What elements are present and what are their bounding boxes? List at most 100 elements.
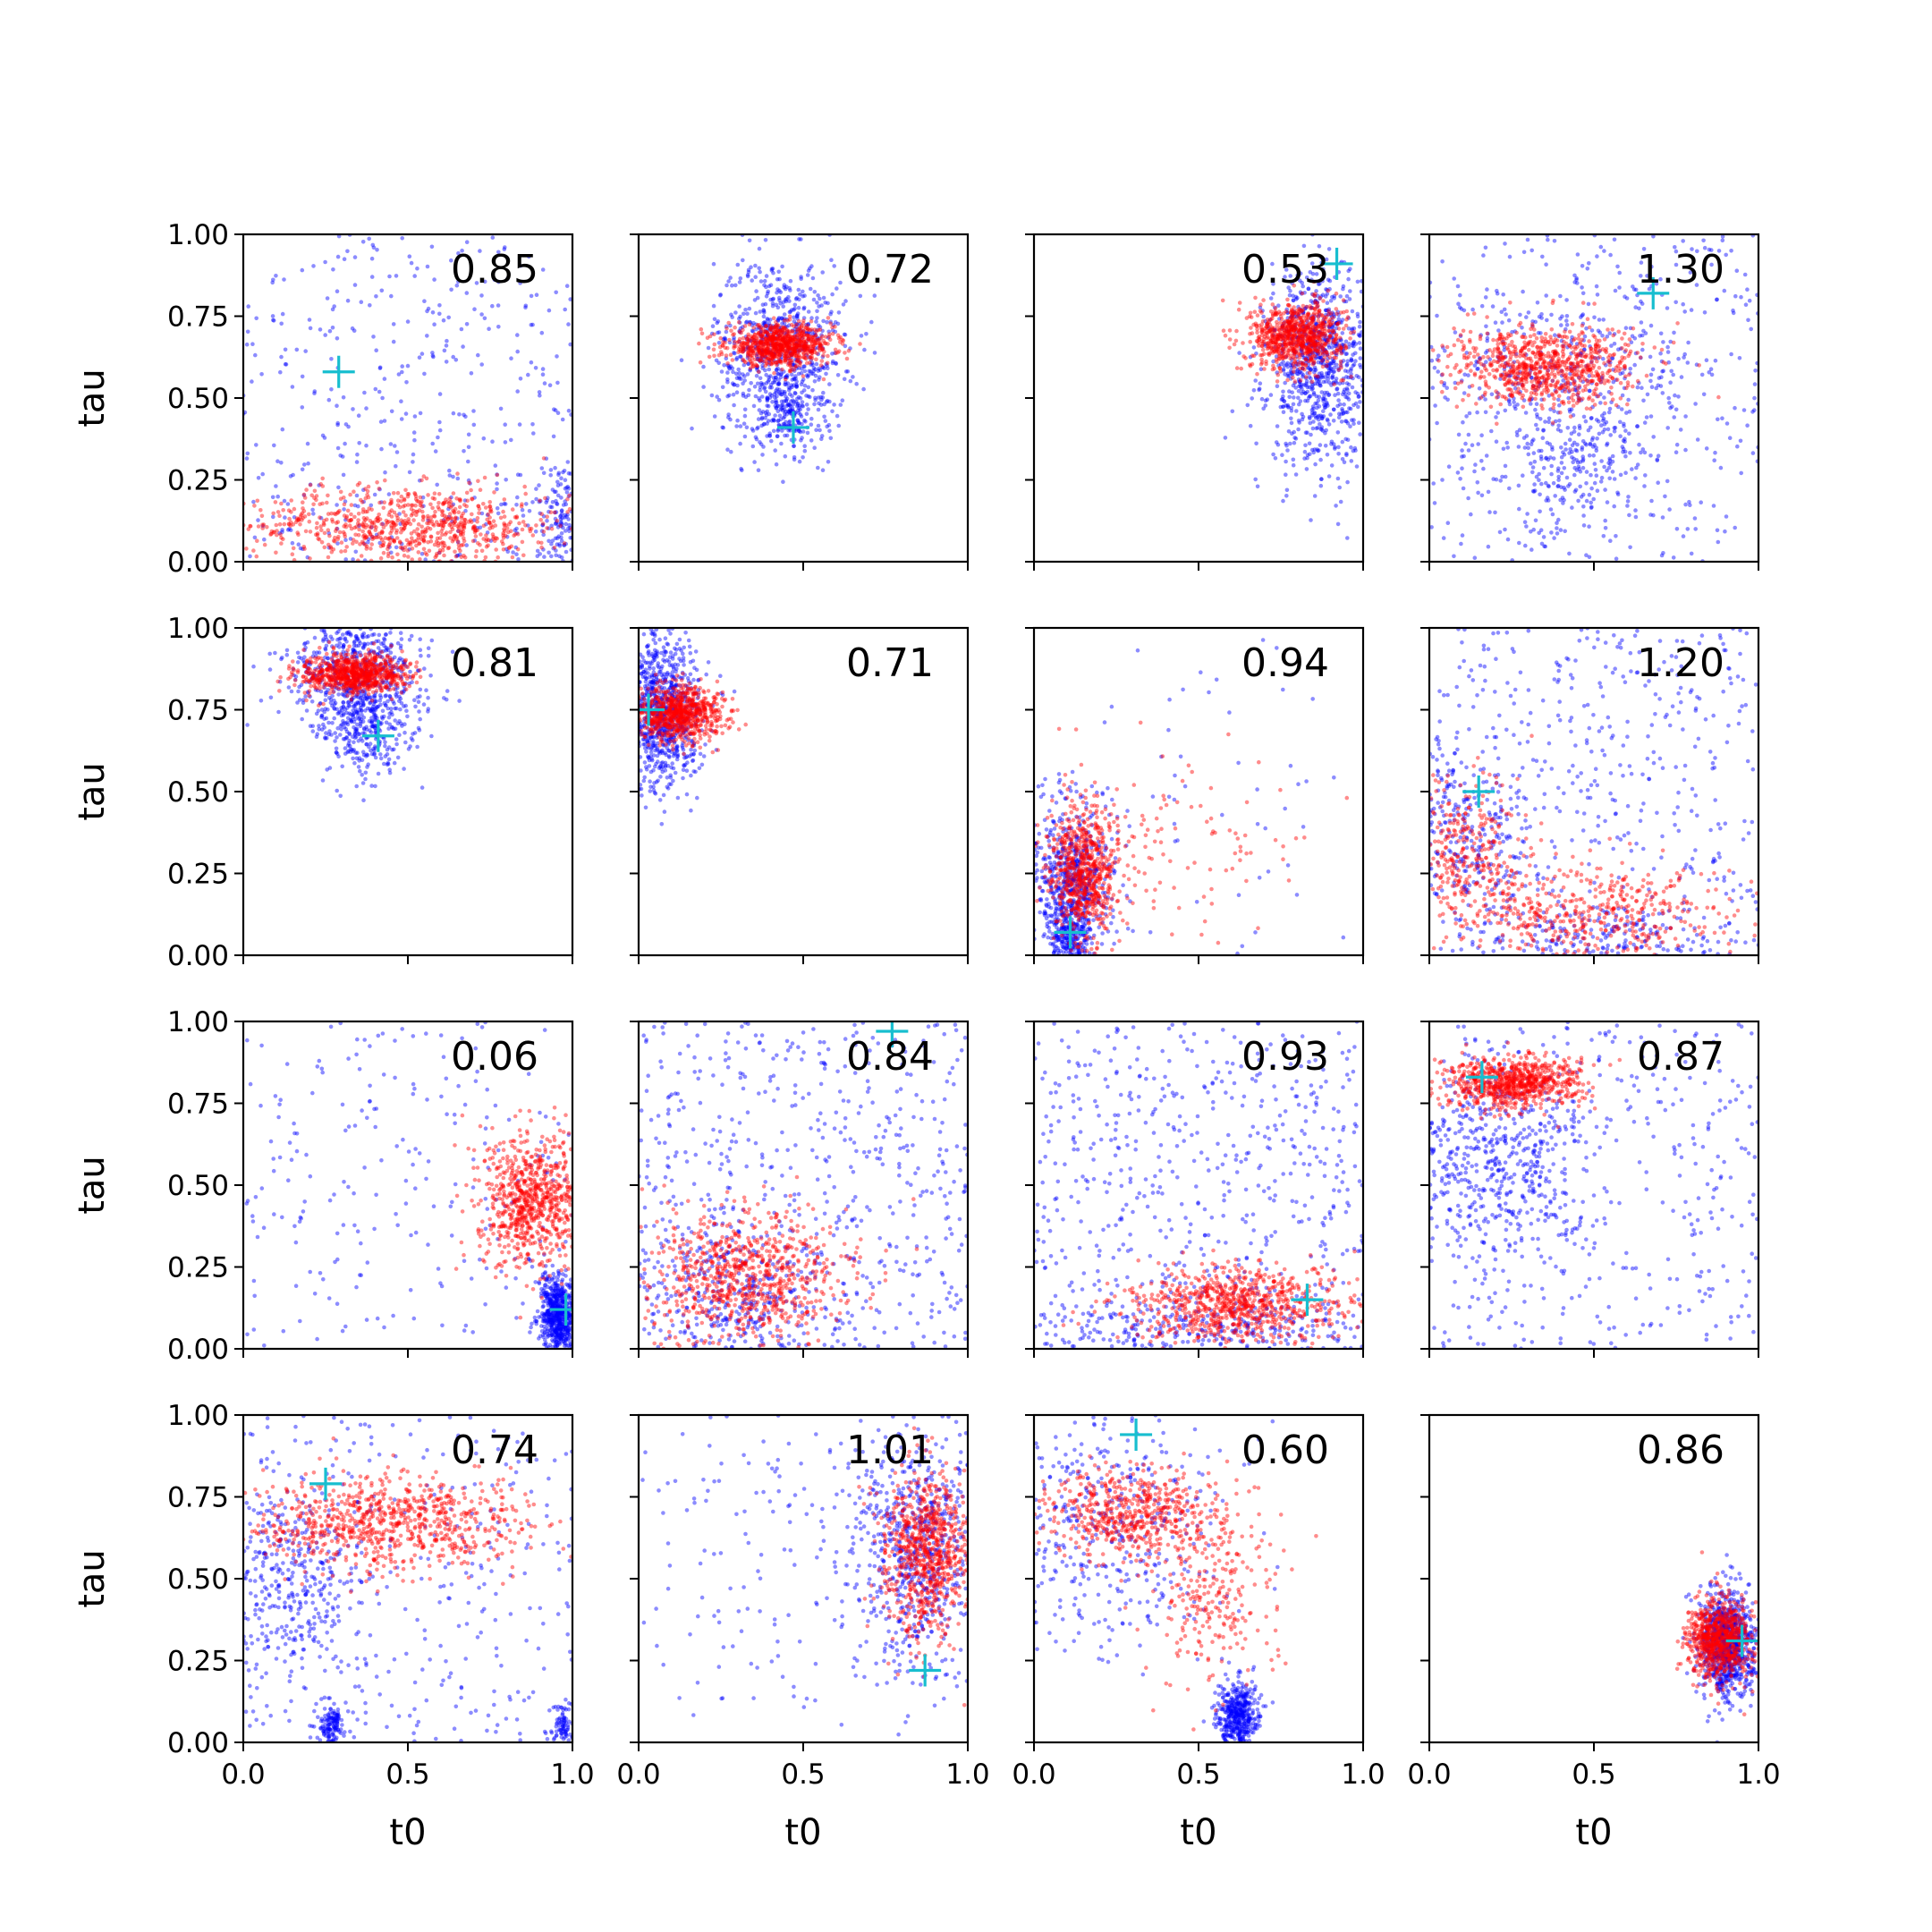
blue-point bbox=[1345, 387, 1350, 393]
red-point bbox=[787, 329, 792, 335]
red-point bbox=[459, 543, 464, 547]
red-point bbox=[808, 350, 813, 354]
red-point bbox=[422, 534, 428, 538]
blue-point bbox=[509, 356, 513, 361]
blue-point bbox=[464, 240, 470, 245]
red-point bbox=[804, 352, 809, 357]
red-point bbox=[381, 543, 386, 548]
blue-point bbox=[503, 440, 508, 445]
blue-point bbox=[1288, 441, 1292, 446]
red-point bbox=[1312, 332, 1317, 337]
red-point bbox=[482, 475, 487, 480]
blue-point bbox=[1312, 342, 1318, 347]
blue-point bbox=[1298, 271, 1303, 276]
red-point bbox=[472, 526, 478, 530]
red-point bbox=[798, 343, 802, 348]
red-point bbox=[805, 323, 809, 328]
red-point bbox=[410, 536, 414, 540]
blue-point bbox=[1326, 422, 1332, 427]
red-point bbox=[775, 362, 779, 368]
blue-point bbox=[330, 326, 335, 330]
blue-point bbox=[1303, 383, 1309, 388]
blue-point bbox=[394, 274, 399, 278]
blue-point bbox=[1486, 489, 1491, 495]
blue-point bbox=[336, 485, 341, 490]
blue-point bbox=[759, 394, 765, 399]
blue-point bbox=[800, 390, 804, 395]
blue-point bbox=[287, 527, 292, 531]
red-point bbox=[289, 520, 293, 525]
blue-point bbox=[1301, 243, 1307, 249]
blue-point bbox=[1306, 358, 1310, 363]
blue-point bbox=[1352, 339, 1357, 344]
red-point bbox=[779, 360, 784, 365]
blue-point bbox=[741, 394, 746, 398]
blue-point bbox=[335, 336, 340, 341]
blue-point bbox=[783, 453, 788, 459]
blue-point bbox=[1541, 535, 1546, 539]
red-point bbox=[293, 520, 299, 525]
red-point bbox=[799, 335, 803, 339]
red-point bbox=[472, 530, 478, 535]
red-point bbox=[736, 339, 741, 344]
red-point bbox=[441, 545, 445, 549]
blue-point bbox=[1326, 366, 1331, 371]
red-point bbox=[1318, 321, 1323, 326]
blue-point bbox=[1621, 446, 1626, 452]
blue-point bbox=[1318, 329, 1322, 335]
red-point bbox=[755, 346, 759, 351]
red-point bbox=[1292, 352, 1297, 357]
red-point bbox=[462, 521, 467, 525]
blue-point bbox=[1295, 335, 1300, 340]
red-point bbox=[438, 541, 444, 546]
blue-point bbox=[1329, 331, 1334, 336]
red-point bbox=[1280, 335, 1285, 340]
red-point bbox=[1320, 346, 1326, 351]
blue-point bbox=[787, 349, 792, 354]
blue-point bbox=[764, 381, 769, 386]
blue-point bbox=[1314, 289, 1318, 293]
blue-point bbox=[1291, 342, 1296, 347]
red-point bbox=[1332, 355, 1336, 360]
red-point bbox=[273, 500, 278, 504]
blue-point bbox=[1709, 248, 1714, 252]
red-point bbox=[771, 352, 776, 358]
red-point bbox=[1297, 310, 1302, 316]
red-point bbox=[794, 343, 800, 348]
red-point bbox=[428, 502, 433, 507]
blue-point bbox=[1318, 360, 1324, 365]
red-point bbox=[487, 504, 492, 509]
red-point bbox=[489, 523, 494, 528]
blue-point bbox=[795, 317, 800, 321]
blue-point bbox=[733, 310, 738, 315]
blue-point bbox=[821, 295, 826, 301]
blue-point bbox=[768, 297, 773, 302]
red-point bbox=[777, 328, 783, 333]
blue-point bbox=[1553, 333, 1557, 338]
blue-point bbox=[271, 318, 275, 323]
blue-point bbox=[1349, 372, 1353, 377]
red-point bbox=[405, 492, 411, 496]
blue-point bbox=[795, 311, 801, 316]
red-point bbox=[1291, 376, 1295, 380]
red-point bbox=[398, 540, 402, 546]
red-point bbox=[750, 364, 756, 369]
red-point bbox=[395, 552, 400, 557]
blue-point bbox=[804, 402, 809, 407]
red-point bbox=[1255, 371, 1259, 377]
red-point bbox=[1272, 366, 1277, 371]
blue-point bbox=[1280, 323, 1285, 328]
blue-point bbox=[1301, 310, 1305, 316]
red-point bbox=[800, 344, 804, 349]
blue-point bbox=[389, 535, 394, 539]
blue-point bbox=[496, 325, 501, 329]
red-point bbox=[773, 353, 777, 359]
blue-point bbox=[1350, 343, 1355, 348]
red-point bbox=[780, 330, 784, 335]
red-point bbox=[479, 548, 485, 554]
blue-point bbox=[301, 547, 305, 552]
red-point bbox=[1292, 319, 1298, 325]
red-point bbox=[1310, 333, 1316, 338]
blue-point bbox=[509, 437, 513, 443]
red-point bbox=[826, 342, 830, 346]
